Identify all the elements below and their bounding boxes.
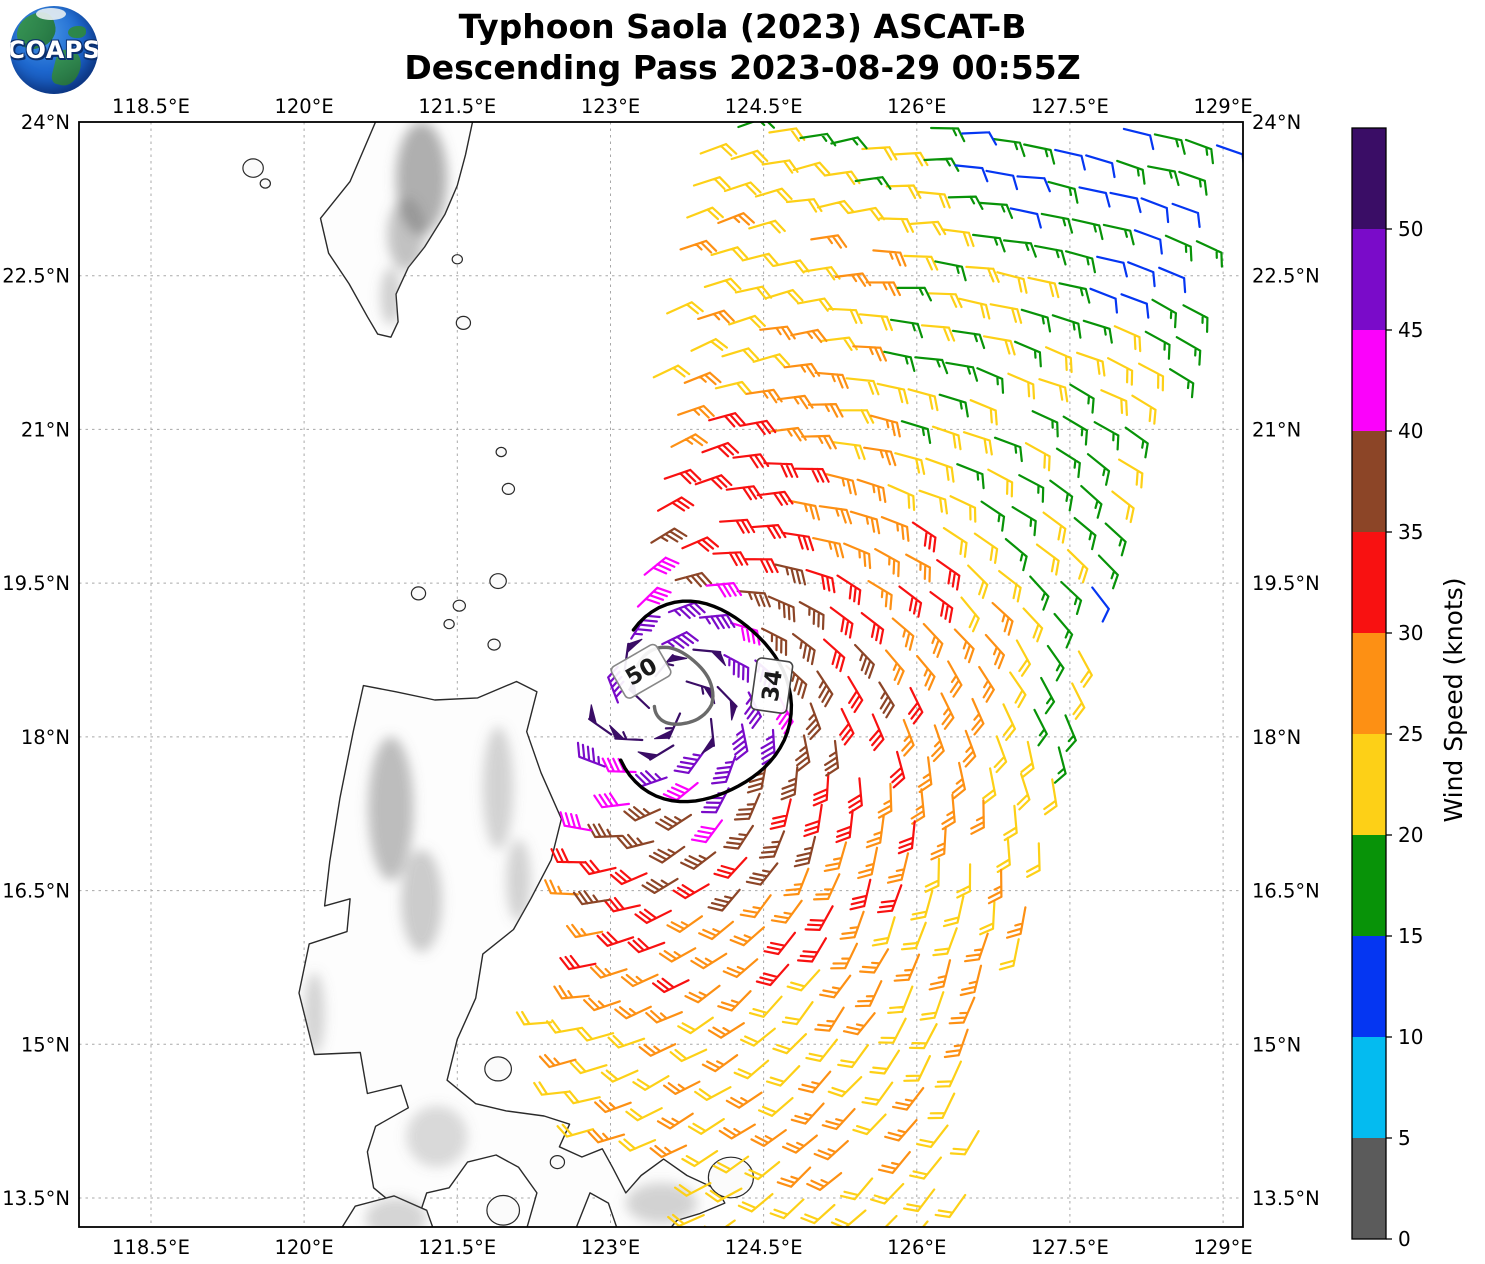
colorbar-title: Wind Speed (knots) bbox=[1439, 577, 1468, 822]
islet bbox=[451, 254, 463, 265]
lat-tick-left: 19.5°N bbox=[2, 572, 70, 595]
lat-tick-right: 22.5°N bbox=[1252, 265, 1320, 288]
islet bbox=[242, 158, 264, 178]
title-line1: Typhoon Saola (2023) ASCAT-B bbox=[458, 7, 1027, 46]
lon-tick-top: 129°E bbox=[1193, 95, 1252, 118]
lat-tick-left: 21°N bbox=[21, 418, 70, 441]
lat-tick-right: 19.5°N bbox=[1252, 572, 1320, 595]
title-line2: Descending Pass 2023-08-29 00:55Z bbox=[404, 48, 1081, 88]
colorbar-tick: 35 bbox=[1398, 520, 1423, 544]
islet bbox=[489, 573, 507, 590]
colorbar-tick: 15 bbox=[1398, 924, 1423, 948]
axis-labels: 118.5°E 118.5°E 120°E 120°E 121.5°E 121.5°E 12… bbox=[2, 95, 1320, 1259]
islet bbox=[455, 315, 472, 330]
colorbar-tick: 40 bbox=[1398, 419, 1423, 443]
islet bbox=[484, 1056, 513, 1082]
gridlines bbox=[79, 122, 1243, 1227]
colorbar-tick: 5 bbox=[1398, 1126, 1411, 1150]
islet bbox=[452, 599, 466, 612]
lat-tick-left: 16.5°N bbox=[2, 880, 70, 903]
lon-tick-top: 124.5°E bbox=[725, 95, 803, 118]
terrain-shading bbox=[304, 122, 698, 1227]
colorbar-tick: 50 bbox=[1398, 217, 1423, 241]
lon-tick-bottom: 127.5°E bbox=[1031, 1236, 1109, 1259]
colorbar-tick: 20 bbox=[1398, 823, 1423, 847]
svg-text:34: 34 bbox=[758, 668, 788, 703]
colorbar-tick: 45 bbox=[1398, 318, 1423, 342]
islet bbox=[410, 586, 427, 601]
islet bbox=[487, 638, 501, 651]
lat-tick-right: 13.5°N bbox=[1252, 1187, 1320, 1210]
logo-text: COAPS bbox=[10, 36, 98, 64]
lat-tick-left: 18°N bbox=[21, 726, 70, 749]
colorbar-tick: 10 bbox=[1398, 1025, 1423, 1049]
coastlines bbox=[242, 122, 755, 1227]
lon-tick-top: 118.5°E bbox=[112, 95, 190, 118]
lon-tick-top: 126°E bbox=[887, 95, 946, 118]
colorbar-tick: 25 bbox=[1398, 722, 1423, 746]
islet bbox=[707, 1156, 755, 1199]
plot-title: Typhoon Saola (2023) ASCAT-B Descending … bbox=[0, 6, 1485, 89]
lon-tick-bottom: 126°E bbox=[887, 1236, 946, 1259]
contour-label-34: 34 bbox=[750, 657, 794, 715]
lon-tick-bottom: 118.5°E bbox=[112, 1236, 190, 1259]
islet bbox=[501, 482, 516, 495]
lon-tick-bottom: 124.5°E bbox=[725, 1236, 803, 1259]
contour-label-50: 50 bbox=[610, 643, 672, 699]
lat-tick-right: 18°N bbox=[1252, 726, 1301, 749]
lon-tick-bottom: 120°E bbox=[274, 1236, 333, 1259]
lat-tick-right: 16.5°N bbox=[1252, 880, 1320, 903]
lat-tick-right: 24°N bbox=[1252, 111, 1301, 134]
lon-tick-bottom: 129°E bbox=[1193, 1236, 1252, 1259]
lon-tick-top: 120°E bbox=[274, 95, 333, 118]
lon-tick-bottom: 121.5°E bbox=[418, 1236, 496, 1259]
lon-tick-top: 123°E bbox=[581, 95, 640, 118]
colorbar: 0 5 10 15 20 25 30 35 40 45 50 Wind Speed (knots) bbox=[1351, 127, 1468, 1251]
plot-border bbox=[78, 121, 1244, 1228]
coaps-logo: COAPS bbox=[10, 6, 98, 94]
islet bbox=[549, 1154, 566, 1170]
colorbar-tick: 30 bbox=[1398, 621, 1423, 645]
lat-tick-left: 15°N bbox=[21, 1033, 70, 1056]
lat-tick-right: 15°N bbox=[1252, 1033, 1301, 1056]
lat-tick-left: 24°N bbox=[21, 111, 70, 134]
islet bbox=[486, 1194, 521, 1226]
islet bbox=[443, 618, 455, 630]
logo-icecap bbox=[36, 8, 66, 20]
islet bbox=[259, 178, 271, 189]
lat-tick-right: 21°N bbox=[1252, 418, 1301, 441]
lat-tick-left: 22.5°N bbox=[2, 265, 70, 288]
islet bbox=[495, 446, 507, 458]
wind-barbs bbox=[515, 122, 1243, 1227]
colorbar-tick: 0 bbox=[1398, 1227, 1411, 1251]
lat-tick-left: 13.5°N bbox=[2, 1187, 70, 1210]
lon-tick-top: 127.5°E bbox=[1031, 95, 1109, 118]
lon-tick-bottom: 123°E bbox=[581, 1236, 640, 1259]
lon-tick-top: 121.5°E bbox=[418, 95, 496, 118]
logo-continent bbox=[68, 26, 86, 38]
